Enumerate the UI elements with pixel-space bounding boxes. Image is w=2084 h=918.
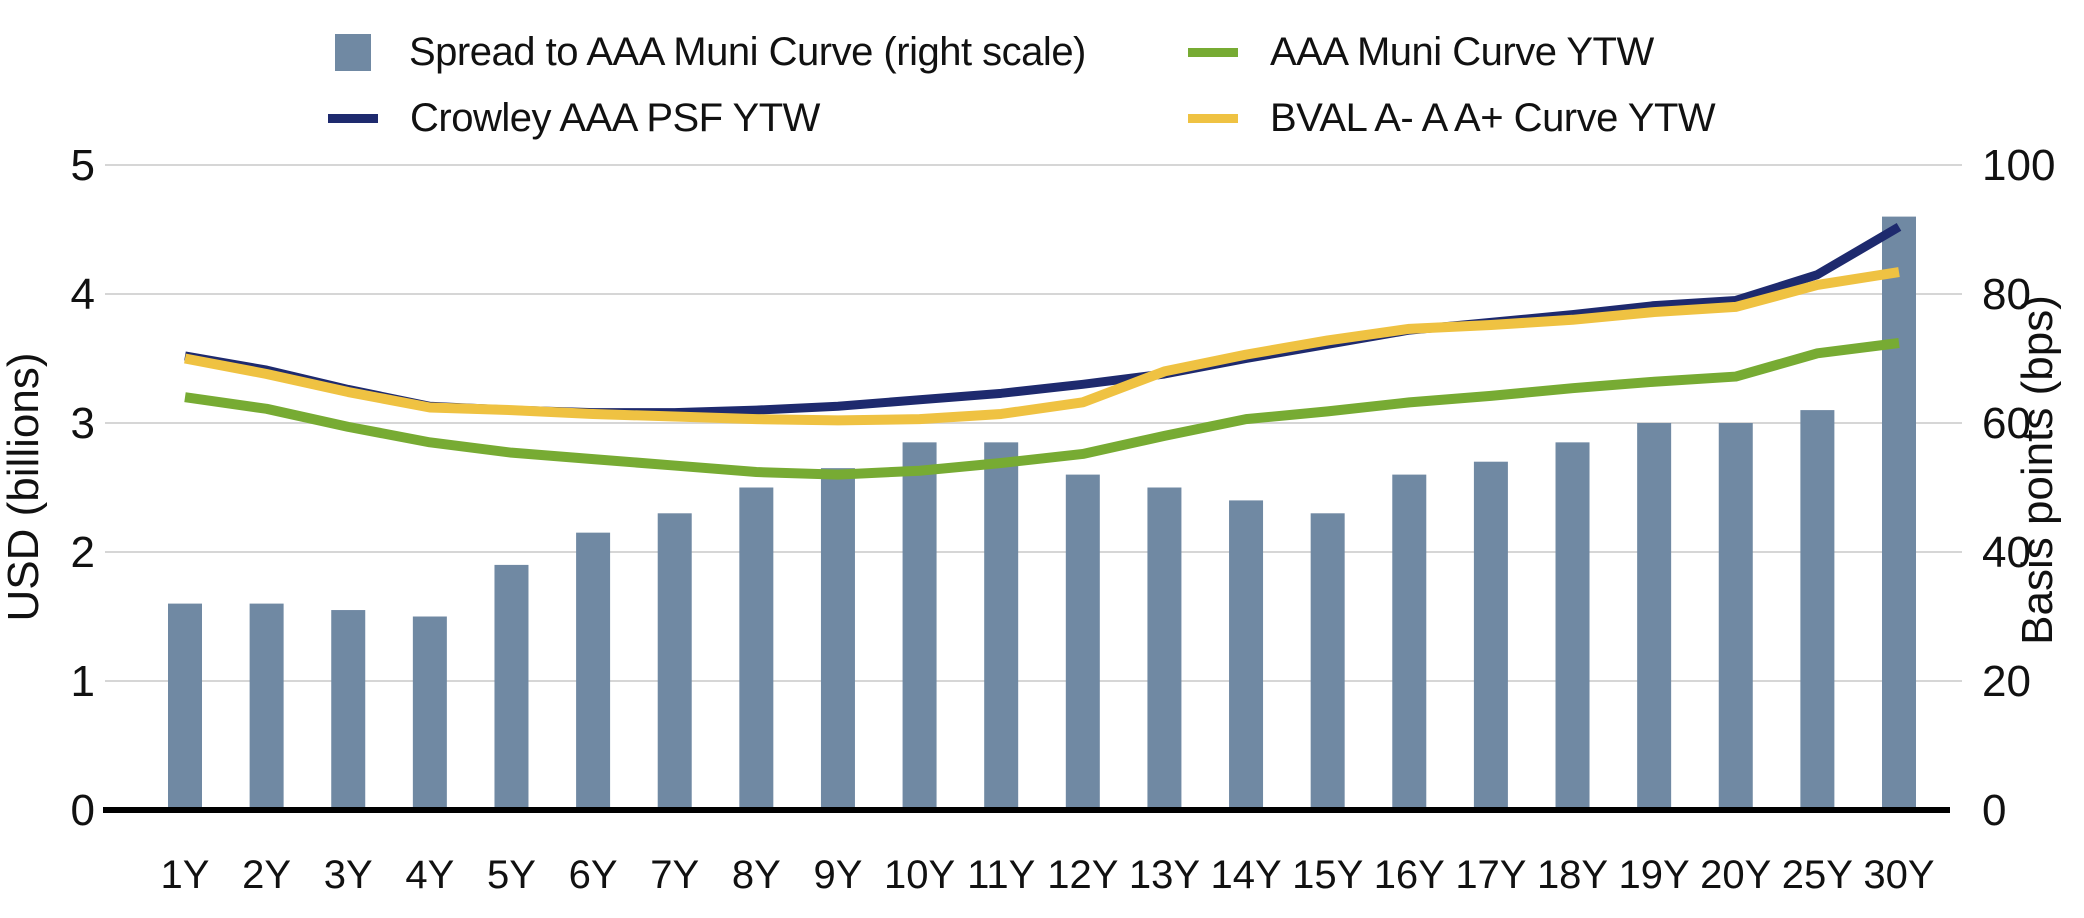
bar-17Y: [1473, 461, 1508, 810]
x-label-8Y: 8Y: [732, 853, 781, 897]
x-label-19Y: 19Y: [1619, 853, 1690, 897]
x-label-1Y: 1Y: [161, 853, 210, 897]
bar-12Y: [1065, 474, 1100, 810]
x-label-14Y: 14Y: [1210, 853, 1281, 897]
line-aaa-muni-curve-ytw: [184, 338, 1900, 480]
bar-14Y: [1229, 500, 1264, 810]
x-label-7Y: 7Y: [650, 853, 699, 897]
bar-3Y: [331, 610, 366, 810]
x-label-13Y: 13Y: [1129, 853, 1200, 897]
x-label-25Y: 25Y: [1782, 853, 1853, 897]
right-axis-title: Basis points (bps): [2013, 295, 2062, 645]
legend-label-aaa-muni: AAA Muni Curve YTW: [1270, 29, 1654, 74]
bar-1Y: [168, 603, 202, 810]
bar-legend-marker: [335, 33, 371, 71]
left-tick-2: 2: [71, 528, 95, 577]
crowley-line-legend-marker: [328, 113, 378, 123]
legend-item-crowley: Crowley AAA PSF YTW: [328, 96, 820, 140]
legend-label-spread: Spread to AAA Muni Curve (right scale): [409, 29, 1086, 74]
x-label-10Y: 10Y: [884, 853, 955, 897]
bar-2Y: [249, 603, 284, 810]
x-label-9Y: 9Y: [813, 853, 862, 897]
right-tick-20: 20: [1982, 657, 2031, 706]
x-label-15Y: 15Y: [1292, 853, 1363, 897]
line-bval-a-a-a-curve-ytw: [184, 267, 1900, 426]
bar-30Y: [1882, 216, 1916, 811]
bar-10Y: [902, 442, 937, 810]
left-tick-0: 0: [71, 786, 95, 835]
right-tick-0: 0: [1982, 786, 2006, 835]
bval-line-legend-marker: [1188, 113, 1238, 123]
left-tick-5: 5: [71, 141, 95, 190]
bar-8Y: [739, 487, 774, 810]
bar-7Y: [657, 513, 692, 810]
legend-item-aaa-muni: AAA Muni Curve YTW: [1188, 30, 1654, 74]
bar-4Y: [412, 616, 447, 810]
bar-15Y: [1310, 513, 1345, 810]
legend-label-bval: BVAL A- A A+ Curve YTW: [1270, 95, 1716, 140]
x-label-2Y: 2Y: [242, 853, 291, 897]
bar-13Y: [1147, 487, 1182, 810]
x-label-12Y: 12Y: [1047, 853, 1118, 897]
left-tick-4: 4: [71, 270, 95, 319]
bar-16Y: [1392, 474, 1427, 810]
x-label-17Y: 17Y: [1455, 853, 1526, 897]
x-label-30Y: 30Y: [1863, 853, 1934, 897]
right-tick-40: 40: [1982, 528, 2031, 577]
left-axis-title: USD (billions): [0, 353, 48, 622]
right-tick-100: 100: [1982, 141, 2055, 190]
legend-label-crowley: Crowley AAA PSF YTW: [410, 95, 820, 140]
bar-11Y: [984, 442, 1019, 810]
bar-18Y: [1555, 442, 1590, 810]
bar-5Y: [494, 564, 529, 810]
x-label-5Y: 5Y: [487, 853, 536, 897]
left-tick-3: 3: [71, 399, 95, 448]
legend-item-bval: BVAL A- A A+ Curve YTW: [1188, 95, 1716, 140]
bar-19Y: [1637, 423, 1672, 810]
x-label-11Y: 11Y: [967, 853, 1035, 897]
bar-9Y: [820, 468, 855, 810]
bar-6Y: [576, 532, 611, 810]
x-label-18Y: 18Y: [1537, 853, 1608, 897]
left-tick-1: 1: [71, 657, 95, 706]
legend-item-spread: Spread to AAA Muni Curve (right scale): [335, 30, 1086, 74]
bar-20Y: [1718, 423, 1753, 810]
right-tick-60: 60: [1982, 399, 2031, 448]
bar-25Y: [1800, 410, 1835, 810]
x-label-20Y: 20Y: [1700, 853, 1771, 897]
right-tick-80: 80: [1982, 270, 2031, 319]
x-label-4Y: 4Y: [405, 853, 454, 897]
x-label-3Y: 3Y: [324, 853, 373, 897]
aaa-muni-line-legend-marker: [1188, 47, 1238, 57]
x-label-6Y: 6Y: [569, 853, 618, 897]
x-label-16Y: 16Y: [1374, 853, 1445, 897]
